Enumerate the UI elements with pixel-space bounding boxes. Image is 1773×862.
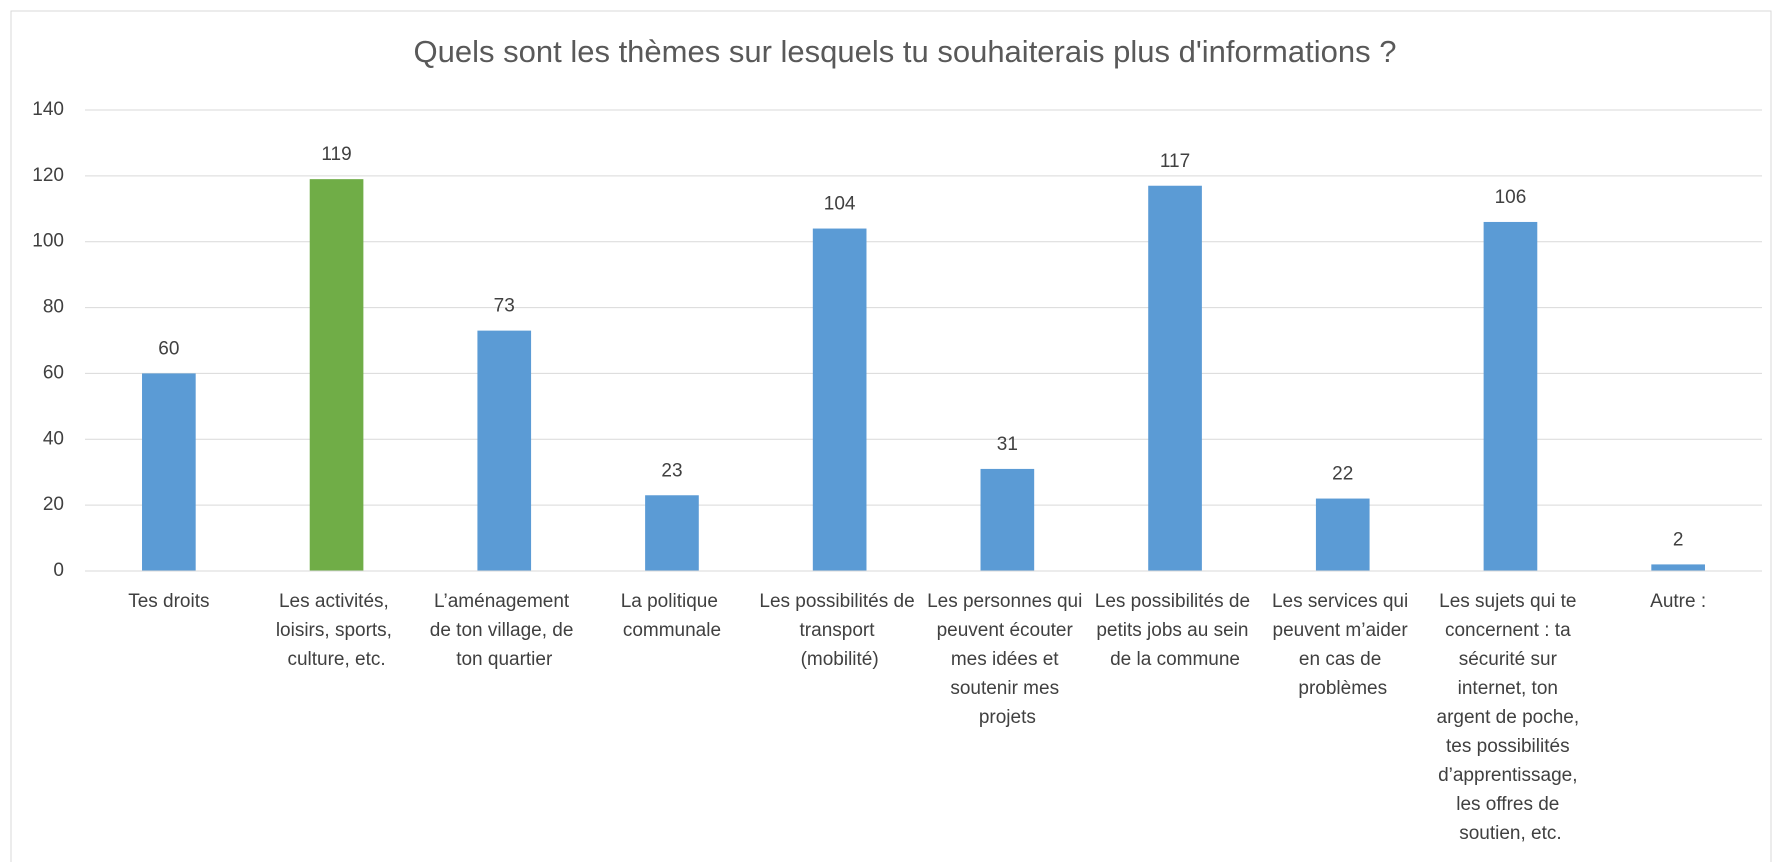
- y-tick-label: 60: [43, 362, 64, 383]
- data-label: 117: [1160, 151, 1190, 172]
- chart-border: [10, 10, 1772, 862]
- x-tick-label: Les activités, loisirs, sports, culture,…: [276, 591, 397, 670]
- x-tick-label: Les personnes qui peuvent écouter mes id…: [927, 591, 1088, 728]
- x-tick-label: Autre :: [1650, 591, 1706, 612]
- x-tick-label: Tes droits: [128, 591, 209, 612]
- x-tick-label: L’aménagement de ton village, de ton qua…: [430, 591, 579, 670]
- x-tick-label: Les sujets qui te concernent : ta sécuri…: [1437, 591, 1585, 844]
- data-label: 23: [661, 460, 682, 481]
- bar: [645, 495, 699, 571]
- y-tick-label: 140: [32, 99, 64, 120]
- y-tick-label: 40: [43, 428, 64, 449]
- bar: [309, 179, 364, 571]
- y-tick-label: 80: [43, 297, 64, 318]
- bar: [980, 468, 1035, 571]
- data-label: 73: [494, 296, 515, 317]
- y-tick-label: 0: [53, 560, 64, 581]
- x-tick-label: Les services qui peuvent m’aider en cas …: [1272, 591, 1414, 699]
- data-label: 106: [1495, 187, 1527, 208]
- chart-title: Quels sont les thèmes sur lesquels tu so…: [414, 34, 1397, 69]
- data-label: 31: [997, 434, 1018, 455]
- bar: [812, 228, 867, 572]
- data-label: 22: [1332, 464, 1353, 485]
- bar: [1315, 498, 1370, 571]
- data-label: 119: [321, 144, 351, 165]
- y-tick-label: 120: [32, 165, 64, 186]
- y-tick-label: 100: [32, 231, 64, 252]
- bar: [477, 330, 532, 571]
- x-tick-label: Les possibilités de transport (mobilité): [759, 591, 920, 670]
- bar: [1148, 185, 1202, 571]
- data-label: 2: [1673, 529, 1684, 550]
- bar: [1483, 221, 1538, 571]
- x-tick-label: Les possibilités de petits jobs au sein …: [1095, 591, 1256, 670]
- data-label: 104: [824, 194, 856, 215]
- x-tick-label: La politique communale: [621, 591, 723, 641]
- bar: [1651, 564, 1705, 571]
- data-label: 60: [158, 338, 179, 359]
- y-tick-label: 20: [43, 494, 64, 515]
- bar: [142, 373, 196, 571]
